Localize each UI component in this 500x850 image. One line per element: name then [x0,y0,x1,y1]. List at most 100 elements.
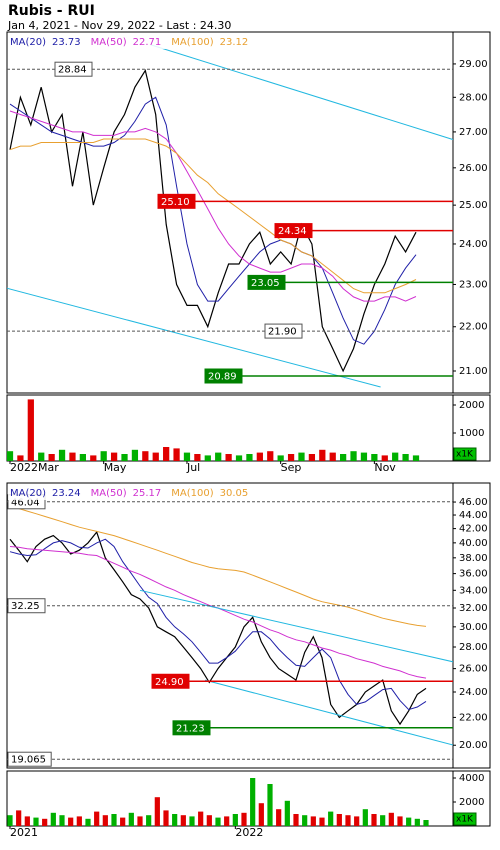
y-tick-label: 28.00 [459,642,488,653]
level-label: 21.90 [268,327,297,338]
volume-bar [298,452,305,461]
legend-name: MA(100) [171,37,213,48]
volume-bar [308,453,316,461]
y-tick-label: 34.00 [459,585,488,596]
legend-name: MA(100) [171,488,213,499]
volume-bar [293,813,299,826]
volume-bar [380,815,386,826]
level-label: 32.25 [11,601,40,612]
y-tick-label: 44.00 [459,510,488,521]
volume-bar [232,813,238,826]
volume-bar [172,813,178,826]
panel-frame [6,482,491,769]
panel-frame [6,770,491,827]
y-tick-label: 24.00 [459,687,488,698]
legend-value: 23.73 [52,37,81,48]
volume-bar [340,453,347,461]
volume-bar [69,452,76,461]
volume-bar [345,815,351,826]
volume-bar [302,815,308,826]
legend-value: 22.71 [133,37,162,48]
y-tick-label: 20.00 [459,740,488,751]
volume-bar [319,817,325,826]
x-tick-label: Jul [186,461,200,474]
level-label-box [7,751,52,767]
y-tick-label: 2000 [459,797,484,808]
y-tick-label: 4000 [459,773,484,784]
trend-line [150,44,453,141]
x-tick-label: 2021 [10,826,38,839]
y-tick-label: 36.00 [459,569,488,580]
volume-bar [241,812,247,826]
y-tick-label: 2000 [459,400,484,411]
volume-bar [412,455,420,461]
volume-bar [329,452,336,461]
volume-bar [267,451,274,461]
level-label-box [247,274,286,290]
volume-bar [180,815,186,826]
volume-bar [42,818,48,826]
legend-name: MA(50) [91,37,127,48]
volume-bar [27,399,34,461]
volume-bar [235,455,243,461]
volume-bar [48,453,55,461]
volume-bar [110,452,118,461]
volume-bar [215,452,222,461]
level-label: 28.84 [58,65,87,76]
volume-bar [38,452,45,461]
volume-bar [163,810,169,826]
y-tick-label: 1000 [459,428,484,439]
level-label-box [204,368,243,384]
volume-bar [24,816,30,826]
volume-bar [142,451,149,461]
legend-bg [8,34,248,49]
chart-subtitle: Jan 4, 2021 - Nov 29, 2022 - Last : 24.3… [7,19,231,32]
volume-bar [90,455,97,461]
volume-bar [360,452,368,461]
volume-bar [328,811,334,826]
y-tick-label: 22.00 [459,712,488,723]
volume-bar [276,809,282,826]
plot-area [9,504,453,746]
unit-label-box [453,447,477,461]
y-tick-label: 27.00 [459,127,488,138]
volume-bar [189,816,195,826]
legend-value: 23.24 [52,488,81,499]
trend-line [7,287,381,388]
ma-line [9,138,417,294]
y-tick-label: 40.00 [459,538,488,549]
volume-bar [287,453,295,461]
volume-bar [204,455,211,461]
volume-bar [120,817,126,826]
y-tick-label: 46.00 [459,497,488,508]
y-tick-label: 38.00 [459,553,488,564]
x-tick-label: Sep [281,461,302,474]
level-label: 21.23 [176,723,205,734]
x-tick-label: 2022Mar [10,461,59,474]
volume-bar [85,818,91,826]
y-tick-label: 42.00 [459,524,488,535]
y-tick-label: 25.00 [459,200,488,211]
volume-bar [33,817,39,826]
volume-bar [58,449,66,461]
level-label-box [151,673,190,689]
y-tick-label: 21.00 [459,366,488,377]
volume-bar [319,449,326,461]
y-tick-label: 26.00 [459,163,488,174]
y-tick-label: 23.00 [459,279,488,290]
plot-area [7,399,420,461]
volume-bar [414,818,420,826]
volume-bar [371,813,377,826]
ma-line [9,110,417,302]
volume-bar [225,453,232,461]
ma-line [9,96,417,345]
level-label: 19.065 [11,755,46,766]
y-tick-label: 26.00 [459,664,488,675]
x-tick-label: May [104,461,127,474]
volume-bar [267,783,273,826]
volume-bar [152,452,159,461]
volume-bar [194,453,201,461]
volume-bar [146,815,152,826]
volume-bar [381,455,388,461]
volume-bar [388,812,394,826]
